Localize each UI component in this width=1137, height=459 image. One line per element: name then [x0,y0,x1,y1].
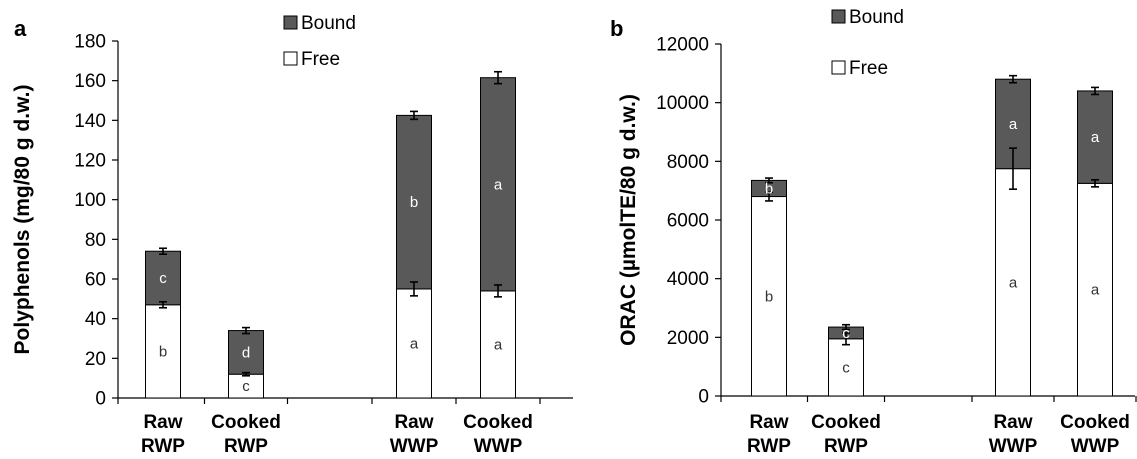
panel-a-category-label: Raw [394,412,433,433]
panel-b-sig-label-bound: a [1009,116,1018,133]
panel-b-legend-label-free: Free [849,58,888,79]
panel-a-category-label: WWP [474,436,523,457]
panel-b-y-tick-label: 6000 [667,211,709,232]
panel-a-y-tick-label: 20 [85,349,106,370]
panel-a-sig-label-bound: c [159,270,167,287]
panel-b-y-tick-label: 0 [698,387,709,408]
panel-b-sig-label-free: c [842,359,850,376]
panel-a-y-tick-label: 160 [74,71,106,92]
panel-a-category-label: Cooked [463,412,533,433]
panel-a-bar-bound [480,77,516,292]
panel-b-sig-label-bound: a [1091,129,1100,146]
panel-b-category-label: RWP [747,436,791,457]
panel-a-category-label: Cooked [211,412,281,433]
panel-a-legend-swatch-bound [283,15,298,30]
panel-b-y-tick-label: 4000 [667,269,709,290]
panel-a-bar-free [396,288,432,399]
panel-a-sig-label-free: a [494,336,503,353]
panel-b-legend-label-bound: Bound [849,7,904,28]
panel-b-sig-label-bound: b [765,180,773,197]
panel-a-y-tick-label: 0 [95,389,106,410]
panel-b-bar-free [828,338,864,397]
panel-a-y-tick-label: 140 [74,111,106,132]
panel-b-category-label: RWP [824,436,868,457]
panel-b-y-tick-label: 2000 [667,328,709,349]
panel-a-bar-bound [396,114,432,290]
panel-b-sig-label-free: b [765,288,773,305]
panel-b-y-tick-label: 12000 [656,35,709,56]
panel-a-legend-label-free: Free [301,49,340,70]
panel-a-category-label: WWP [390,436,439,457]
panel-a-y-tick-label: 120 [74,151,106,172]
panel-a-y-tick-label: 60 [85,270,106,291]
panel-b-legend-swatch-free [831,60,846,75]
panel-a-legend-label-bound: Bound [301,13,356,34]
panel-a-bar-bound [228,330,264,375]
panel-a-sig-label-bound: d [242,344,250,361]
panel-a-category-label: RWP [141,436,185,457]
panel-a-category-label: Raw [143,412,182,433]
panel-a-y-tick-label: 40 [85,309,106,330]
panel-b-category-label: WWP [989,436,1038,457]
panel-b-legend-swatch-bound [831,9,846,24]
panel-a-category-label: RWP [224,436,268,457]
panel-a-letter: a [14,16,27,41]
panel-b-bar-free [1077,182,1113,397]
panel-a-sig-label-free: c [242,378,250,395]
panel-b-letter: b [610,16,623,41]
panel-a-sig-label-free: b [159,343,167,360]
panel-a-sig-label-bound: b [410,194,418,211]
panel-b-category-label: Raw [993,412,1032,433]
panel-b-category-label: Cooked [811,412,881,433]
panel-a-legend-swatch-free [283,51,298,66]
panel-b-bar-free [751,196,787,397]
panel-b-y-tick-label: 8000 [667,152,709,173]
panel-a-y-tick-label: 80 [85,230,106,251]
panel-b-category-label: WWP [1071,436,1120,457]
panel-b-y-axis-title: ORAC (µmolTE/80 g d.w.) [617,94,640,346]
panel-a-y-tick-label: 180 [74,32,106,53]
panel-b-category-label: Raw [749,412,788,433]
panel-b-y-tick-label: 10000 [656,93,709,114]
panel-b-sig-label-free: a [1091,282,1100,299]
panel-a-bar-free [480,290,516,399]
panel-b-category-label: Cooked [1060,412,1130,433]
panel-b-sig-label-bound: c [842,325,850,342]
panel-a-y-axis-title: Polyphenols (mg/80 g d.w.) [11,85,34,355]
panel-a-y-tick-label: 100 [74,190,106,211]
panel-a-sig-label-bound: a [494,176,503,193]
panel-b-sig-label-free: a [1009,274,1018,291]
panel-a-sig-label-free: a [410,335,419,352]
